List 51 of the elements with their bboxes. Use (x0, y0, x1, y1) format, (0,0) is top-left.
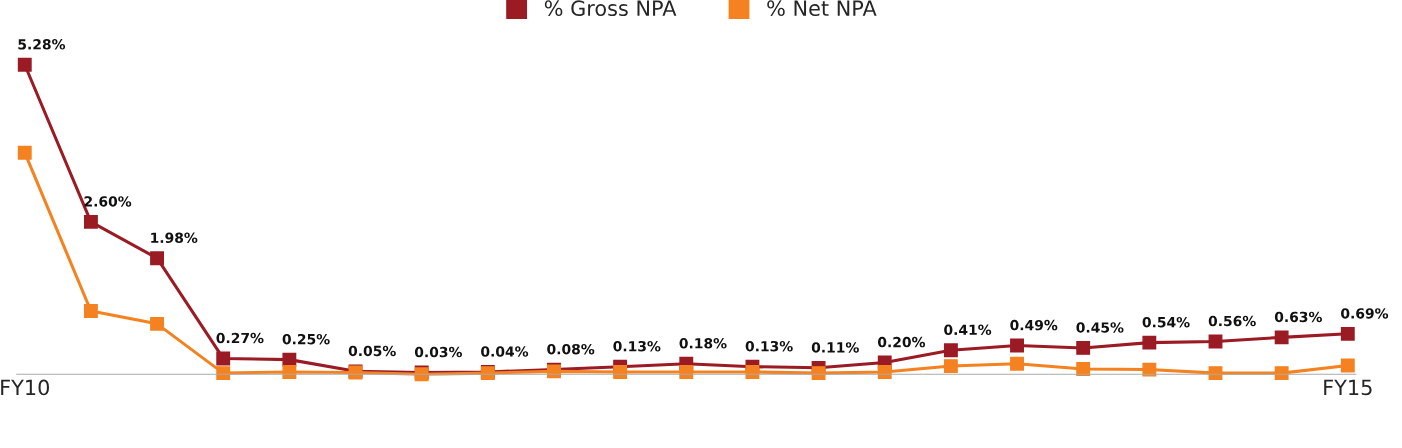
point (282, 364, 297, 379)
data-label: 0.54% (1142, 316, 1190, 328)
point (679, 364, 694, 379)
point (943, 343, 958, 358)
data-label: 0.27% (216, 332, 264, 344)
point (83, 304, 98, 318)
point (1274, 366, 1289, 381)
point (1076, 340, 1091, 355)
point (150, 251, 165, 266)
point (150, 316, 165, 331)
point (1076, 362, 1091, 376)
point (17, 57, 32, 72)
data-label: 0.18% (679, 338, 727, 349)
data-label: 0.25% (282, 333, 330, 345)
data-label: 0.20% (877, 336, 926, 348)
point (1142, 362, 1157, 377)
data-label: 1.98% (151, 232, 198, 244)
point (811, 366, 826, 381)
data-label: 2.60% (84, 196, 132, 207)
x-tick-label: FY10 (1, 379, 49, 396)
data-label: 0.03% (414, 346, 462, 358)
point (943, 359, 958, 374)
data-label: 0.13% (613, 340, 661, 352)
point (1010, 356, 1024, 371)
data-label: 0.13% (745, 340, 793, 352)
data-label: 0.05% (348, 345, 396, 357)
point (216, 351, 231, 366)
point (1340, 326, 1355, 341)
point (1274, 330, 1289, 345)
point (1010, 338, 1024, 353)
point (613, 364, 628, 379)
data-label: 0.69% (1341, 308, 1389, 319)
point (745, 364, 760, 379)
data-label: 0.45% (1076, 322, 1124, 333)
point (83, 214, 98, 229)
data-label: 0.63% (1274, 311, 1322, 323)
point (1340, 358, 1355, 373)
data-label: 0.56% (1208, 315, 1256, 327)
point (17, 145, 32, 160)
data-label: 0.11% (811, 342, 859, 353)
data-label: 0.49% (1010, 319, 1058, 331)
point (1142, 335, 1157, 350)
legend-label: % Gross NPA (544, 0, 677, 17)
data-label: 0.04% (481, 346, 529, 357)
x-tick-label: FY15 (1324, 379, 1372, 396)
legend-label: % Net NPA (767, 0, 877, 17)
data-label: 5.28% (18, 39, 66, 50)
data-label: 0.41% (944, 324, 992, 336)
data-label: 0.08% (547, 343, 595, 355)
point (216, 366, 231, 381)
point (877, 364, 892, 379)
